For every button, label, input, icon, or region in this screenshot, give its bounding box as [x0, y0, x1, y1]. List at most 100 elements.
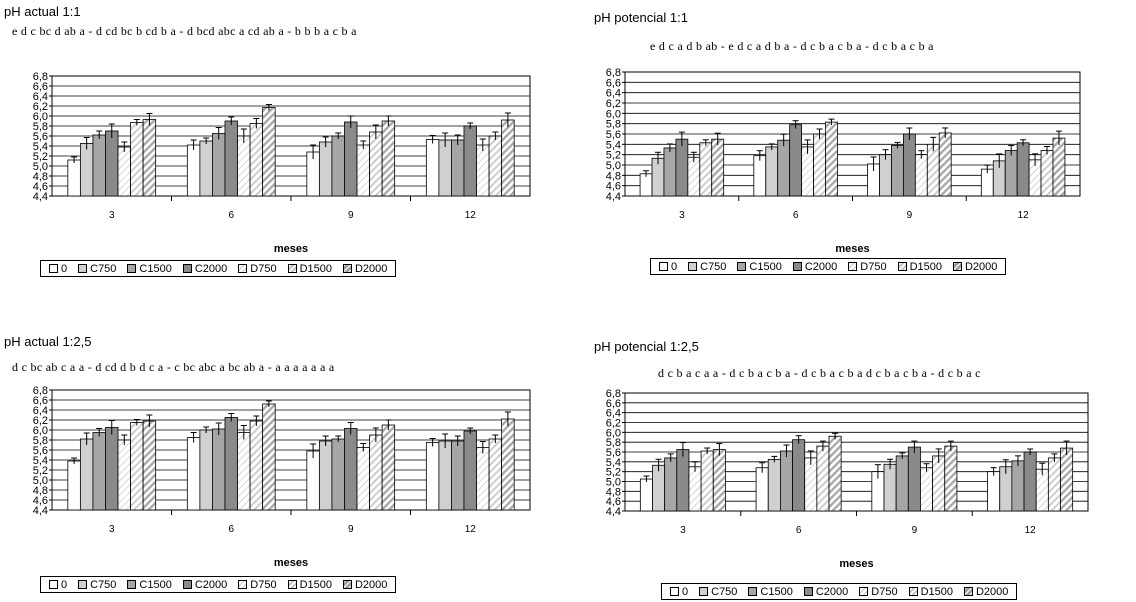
- bar-c2000-12: [463, 125, 477, 197]
- x-tick-label: 12: [465, 210, 477, 221]
- y-tick-label: 6,6: [606, 398, 621, 410]
- y-tick-label: 5,0: [606, 160, 621, 172]
- legend-swatch: [49, 580, 58, 589]
- chart-legend: 0 C750 C1500 C2000 D750 D1500 D2000: [661, 583, 1018, 600]
- bar-c2000-3: [675, 138, 689, 197]
- legend-label: D1500: [909, 260, 942, 273]
- y-tick-label: 5,4: [33, 455, 48, 467]
- legend-label: 0: [61, 578, 68, 591]
- significance-letters: d c b a c a a - d c b a c b a - d c b a …: [658, 366, 981, 380]
- bar-c1500-9: [331, 438, 345, 511]
- y-tick-label: 5,4: [606, 139, 621, 151]
- legend-item-c2000: C2000: [792, 261, 837, 273]
- x-axis-title: meses: [274, 557, 308, 569]
- bar-c1500-12: [1004, 150, 1018, 197]
- legend-label: C1500: [139, 578, 172, 591]
- legend-label: D2000: [354, 578, 388, 591]
- legend-label: D750: [860, 260, 887, 273]
- bar-d2000-6: [262, 107, 276, 197]
- bar-0-3: [639, 173, 653, 197]
- legend-item-d2000: D2000: [342, 578, 388, 591]
- x-tick-label: 12: [1025, 525, 1037, 536]
- bar-c750-6: [765, 146, 779, 197]
- x-tick-label: 9: [348, 524, 354, 535]
- y-tick-label: 4,8: [606, 170, 621, 182]
- bar-0-6: [753, 155, 767, 197]
- legend-swatch: [792, 262, 802, 271]
- bar-c2000-6: [792, 439, 806, 512]
- y-tick-label: 6,6: [33, 81, 48, 93]
- bar-c2000-9: [344, 121, 358, 197]
- bar-d1500-12: [488, 438, 503, 511]
- x-tick-label: 12: [1018, 210, 1030, 221]
- legend-item-0: 0: [670, 586, 688, 598]
- bar-c2000-12: [463, 430, 477, 511]
- x-axis-title: meses: [274, 243, 308, 255]
- legend-item-d2000: D2000: [342, 263, 387, 275]
- legend-label: C2000: [194, 262, 228, 275]
- bar-d1500-12: [1040, 150, 1054, 197]
- legend-item-d750: D750: [238, 578, 277, 591]
- bar-c1500-6: [777, 139, 791, 197]
- y-tick-label: 5,4: [33, 141, 48, 153]
- y-tick-label: 5,2: [33, 465, 48, 477]
- y-tick-label: 5,8: [606, 437, 621, 449]
- legend-item-c750: C750: [78, 263, 116, 275]
- bar-0-6: [186, 144, 201, 197]
- y-tick-label: 6,8: [606, 67, 621, 79]
- bar-0-12: [425, 442, 440, 511]
- x-tick-label: 6: [228, 524, 234, 535]
- y-tick-label: 6,2: [33, 415, 48, 427]
- significance-letters: e d c bc d ab a - d cd bc b cd b a - d b…: [12, 24, 357, 38]
- bar-c750-3: [79, 438, 94, 511]
- y-tick-label: 5,6: [606, 447, 621, 459]
- chart-panel-actual-1-2-5: pH actual 1:2,5 d c bc ab c a a - d cd d…: [4, 334, 564, 602]
- bar-d2000-9: [381, 424, 396, 511]
- chart-legend: 0 C750 C1500 C2000 D750 D1500 D2000: [40, 260, 397, 277]
- legend-label: C2000: [194, 578, 228, 591]
- legend-label: D750: [250, 262, 277, 275]
- chart-panel-potencial-1-2-5: pH potencial 1:2,5 d c b a c a a - d c b…: [594, 339, 1134, 602]
- y-tick-label: 4,8: [33, 485, 48, 497]
- bar-c1500-12: [451, 139, 465, 197]
- bar-0-12: [425, 139, 440, 197]
- x-axis-title: meses: [835, 243, 869, 255]
- legend-item-c1500: C1500: [127, 578, 172, 591]
- x-tick-label: 9: [348, 210, 354, 221]
- legend-item-0: 0: [49, 263, 67, 275]
- bar-c2000-3: [676, 449, 690, 512]
- legend-item-c2000: C2000: [182, 262, 228, 275]
- bar-d750-9: [356, 447, 370, 511]
- bar-d1500-3: [700, 450, 714, 512]
- bar-d1500-9: [932, 455, 946, 512]
- bar-d750-3: [117, 439, 131, 511]
- y-tick-label: 6,8: [33, 71, 48, 83]
- bar-c750-9: [879, 154, 892, 197]
- bar-chart: 6,86,66,46,26,05,85,65,45,25,04,84,64,4 3…: [606, 67, 1081, 255]
- bar-c750-6: [767, 458, 781, 512]
- legend-swatch: [342, 264, 352, 273]
- y-tick-label: 4,4: [606, 191, 621, 203]
- y-tick-label: 5,4: [606, 457, 621, 469]
- y-tick-label: 6,4: [33, 405, 48, 417]
- chart-legend: 0 C750 C1500 C2000 D750 D1500 D2000: [650, 258, 1007, 275]
- legend-label: C750: [90, 578, 117, 591]
- legend-swatch: [659, 262, 668, 271]
- bar-c750-3: [79, 143, 94, 197]
- bar-c1500-3: [664, 457, 678, 512]
- bar-d2000-3: [712, 449, 726, 512]
- legend-swatch: [688, 262, 698, 271]
- bar-d750-3: [688, 466, 702, 512]
- y-tick-label: 5,0: [33, 161, 48, 173]
- y-tick-label: 4,4: [33, 191, 48, 203]
- bar-c1500-3: [92, 432, 106, 511]
- chart-title: pH potencial 1:2,5: [594, 339, 699, 354]
- legend-swatch: [182, 264, 192, 273]
- y-tick-label: 5,6: [33, 445, 48, 457]
- y-tick-label: 4,4: [606, 506, 621, 518]
- y-tick-label: 4,6: [33, 495, 48, 507]
- legend-item-d750: D750: [238, 262, 277, 275]
- legend-label: D750: [250, 578, 277, 591]
- bar-c2000-6: [789, 124, 802, 197]
- bar-c1500-9: [331, 135, 345, 197]
